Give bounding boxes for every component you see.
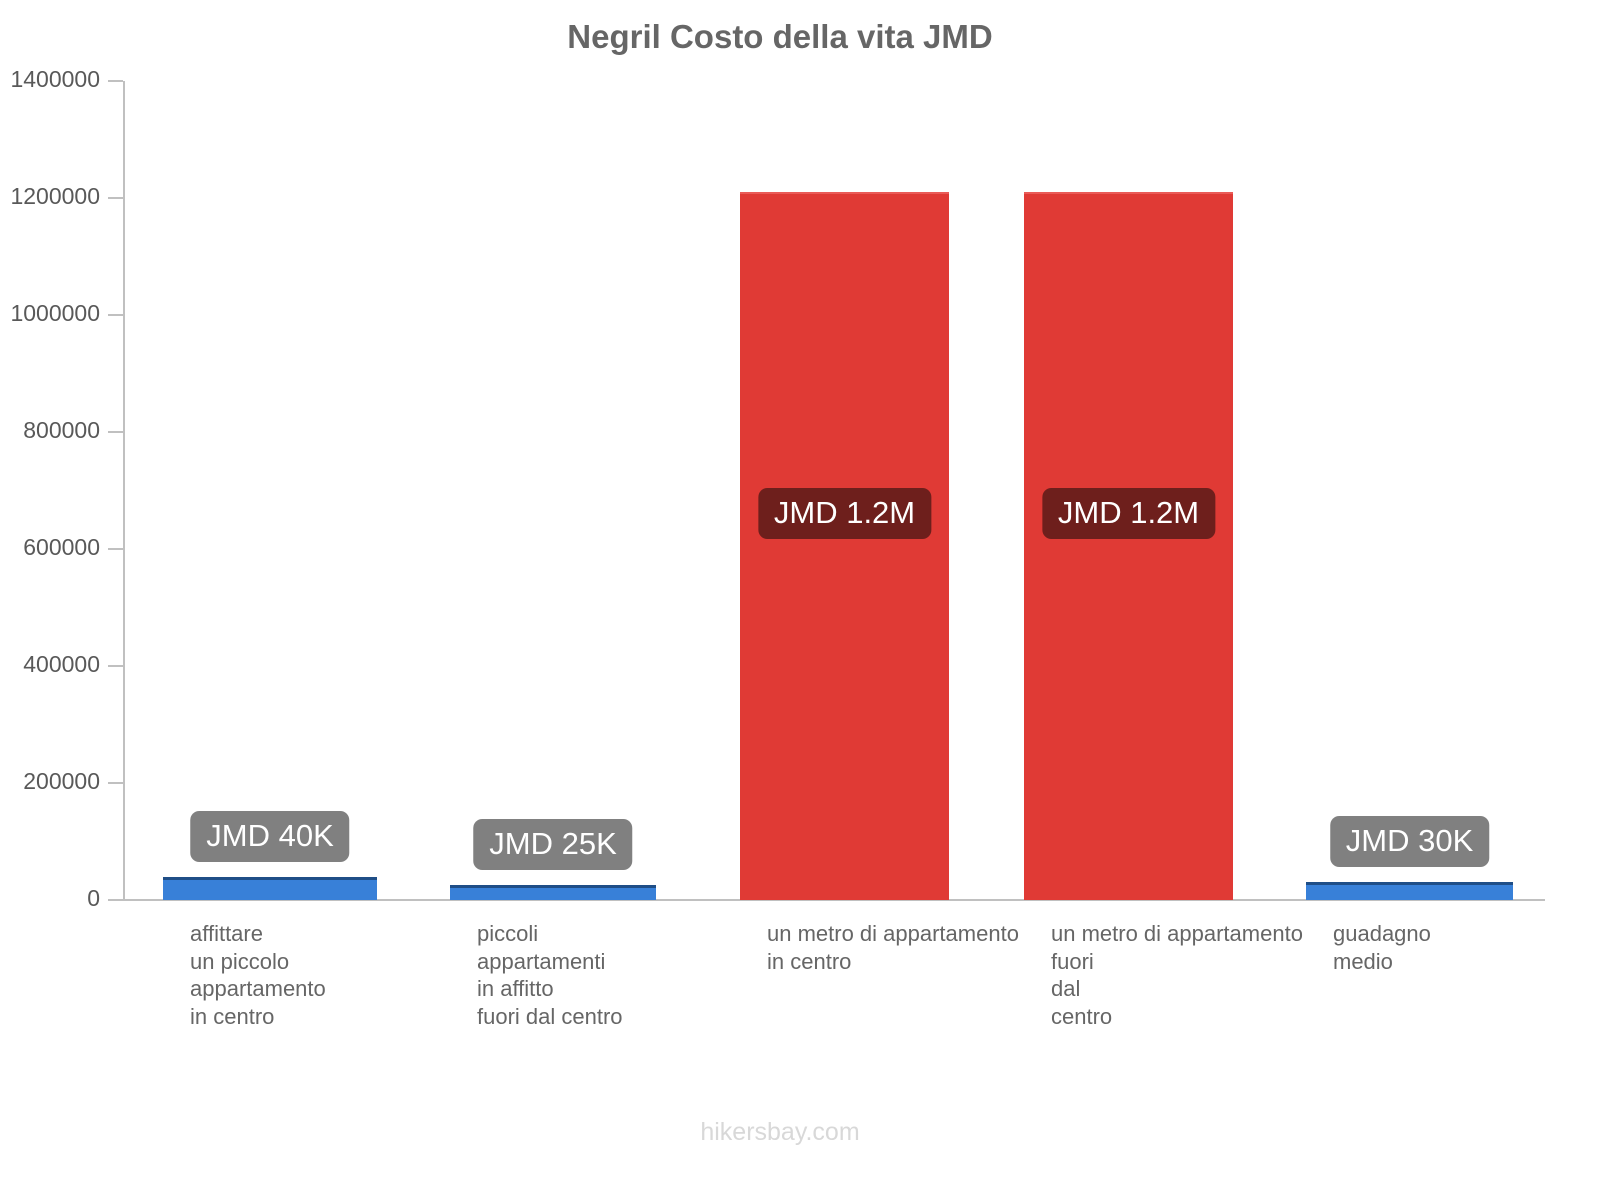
y-tick-mark xyxy=(108,548,123,550)
y-tick-mark xyxy=(108,197,123,199)
bar[interactable] xyxy=(1306,882,1513,900)
x-axis-label-line: medio xyxy=(1333,948,1393,974)
x-axis-label-line: guadagno xyxy=(1333,921,1431,946)
x-axis-label: guadagno medio xyxy=(1333,920,1431,975)
x-axis-label-line: piccoli xyxy=(477,921,539,946)
y-tick-mark xyxy=(108,431,123,433)
bar[interactable] xyxy=(740,192,949,900)
y-tick-label: 600000 xyxy=(23,534,100,560)
x-axis-label-line: un metro di appartamento xyxy=(767,921,1019,946)
x-axis-label-line: centro xyxy=(1051,1003,1113,1029)
y-tick-mark xyxy=(108,899,123,901)
y-axis-line xyxy=(123,81,125,900)
x-axis-label-line: appartamento xyxy=(190,976,326,1001)
y-tick-mark xyxy=(108,80,123,82)
x-axis-label-line: fuori dal centro xyxy=(477,1003,623,1029)
y-tick-mark xyxy=(108,665,123,667)
x-axis-label-line: fuori xyxy=(1051,948,1094,974)
y-tick-label: 1000000 xyxy=(10,300,100,326)
y-tick-label: 1200000 xyxy=(10,183,100,209)
bar-value-label: JMD 1.2M xyxy=(1041,488,1216,540)
x-axis-line xyxy=(108,899,1545,901)
x-axis-label: affittare un piccolo appartamento in centro xyxy=(190,920,326,1030)
x-axis-label-line: in centro xyxy=(190,1003,275,1029)
bar-value-label: JMD 40K xyxy=(190,810,350,862)
y-tick-mark xyxy=(108,314,123,316)
y-tick-label: 800000 xyxy=(23,417,100,443)
x-axis-label: un metro di appartamento in centro xyxy=(767,920,1019,975)
bar-value-label: JMD 30K xyxy=(1329,816,1490,868)
x-axis-label-line: un piccolo xyxy=(190,948,290,974)
y-tick-label: 0 xyxy=(87,885,100,911)
y-tick-label: 1400000 xyxy=(10,66,100,92)
watermark: hikersbay.com xyxy=(700,1118,860,1146)
x-axis-label-line: dal xyxy=(1051,976,1081,1001)
bar-value-label: JMD 25K xyxy=(473,819,633,871)
bar[interactable] xyxy=(450,885,656,900)
chart-title: Negril Costo della vita JMD xyxy=(567,18,993,55)
x-axis-label-line: affittare xyxy=(190,921,263,946)
y-tick-label: 200000 xyxy=(23,768,100,794)
x-axis-label: piccoli appartamenti in affitto fuori dal c… xyxy=(477,920,623,1030)
x-axis-label: un metro di appartamento fuori dal centro xyxy=(1051,920,1303,1030)
x-axis-label-line: appartamenti xyxy=(477,948,606,974)
y-tick-mark xyxy=(108,782,123,784)
x-axis-label-line: un metro di appartamento xyxy=(1051,921,1303,946)
y-tick-label: 400000 xyxy=(23,651,100,677)
x-axis-label-line: in affitto xyxy=(477,976,554,1001)
bar-value-label: JMD 1.2M xyxy=(757,488,932,540)
x-axis-label-line: in centro xyxy=(767,948,852,974)
bar[interactable] xyxy=(1024,192,1233,900)
bar[interactable] xyxy=(163,876,377,900)
